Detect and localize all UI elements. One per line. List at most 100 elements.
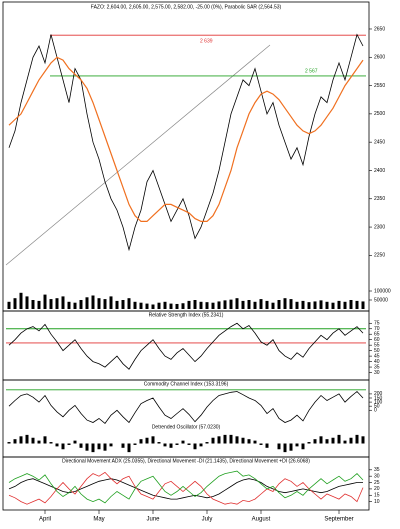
background xyxy=(2,2,396,526)
bar xyxy=(283,298,287,309)
bar xyxy=(325,301,329,309)
x-tick-label: June xyxy=(146,517,160,523)
bar xyxy=(301,300,305,309)
y-tick-label: 50000 xyxy=(374,297,388,303)
panel-title: Commodity Channel Index (153.3196) xyxy=(144,381,229,387)
bar xyxy=(223,434,227,444)
y-tick-label: 200 xyxy=(374,391,383,397)
y-tick-label: 0 xyxy=(374,408,377,414)
dmi-frame xyxy=(2,456,370,511)
bar xyxy=(67,443,71,445)
bar xyxy=(73,440,77,444)
bar xyxy=(85,297,89,309)
bar xyxy=(145,437,149,444)
bar xyxy=(97,443,101,450)
bar xyxy=(157,302,161,309)
bar xyxy=(283,443,287,453)
bar xyxy=(307,442,311,444)
bar xyxy=(235,298,239,309)
bar xyxy=(265,443,269,448)
bar xyxy=(103,299,107,309)
bar xyxy=(199,443,203,447)
bar xyxy=(217,301,221,309)
y-tick-label: 10 xyxy=(374,499,380,505)
bar xyxy=(133,301,137,309)
bar xyxy=(259,299,263,309)
bar xyxy=(349,437,353,444)
bar xyxy=(163,301,167,309)
bar xyxy=(217,436,221,444)
bar xyxy=(247,439,251,444)
bar xyxy=(31,300,35,309)
panel-title: Directional Movement ADX (25.0355), Dire… xyxy=(62,458,310,464)
bar xyxy=(175,443,179,445)
bar xyxy=(169,443,173,448)
bar xyxy=(19,292,23,309)
x-tick-label: May xyxy=(93,517,104,523)
bar xyxy=(343,301,347,309)
y-tick-label: 65 xyxy=(374,332,380,338)
y-tick-label: 60 xyxy=(374,337,380,343)
bar xyxy=(181,440,185,444)
bar xyxy=(271,302,275,309)
bar xyxy=(139,439,143,444)
bar xyxy=(337,434,341,444)
bar xyxy=(43,294,47,309)
y-tick-label: 20 xyxy=(374,486,380,492)
bar xyxy=(49,442,53,444)
y-tick-label: 2400 xyxy=(374,168,385,174)
bar xyxy=(127,443,131,453)
bar xyxy=(253,440,257,444)
y-tick-label: 35 xyxy=(374,364,380,370)
bar xyxy=(301,443,305,450)
bar xyxy=(241,437,245,444)
series-line xyxy=(8,322,364,370)
bar xyxy=(109,443,113,447)
y-tick-label: 50 xyxy=(374,404,380,410)
bar xyxy=(97,298,101,309)
bar xyxy=(331,437,335,444)
series-line xyxy=(8,33,364,252)
bar xyxy=(313,301,317,309)
x-tick-label: September xyxy=(324,517,353,523)
y-tick-label: 150 xyxy=(374,395,383,401)
bar xyxy=(49,299,53,309)
y-tick-label: 2650 xyxy=(374,26,385,32)
y-tick-label: 2350 xyxy=(374,196,385,202)
bar xyxy=(247,300,251,309)
y-tick-label: 55 xyxy=(374,342,380,348)
level-label: 2 639 xyxy=(200,39,213,45)
bar xyxy=(151,304,155,309)
y-tick-label: 40 xyxy=(374,359,380,365)
bar xyxy=(91,443,95,453)
bar xyxy=(289,299,293,309)
level-label: 2 567 xyxy=(305,68,318,74)
bar xyxy=(289,443,293,451)
bar xyxy=(361,301,365,309)
bar xyxy=(37,300,41,309)
bar xyxy=(79,300,83,309)
bar xyxy=(295,443,299,447)
panel-title: FAZO: 2,604.00, 2,605.00, 2,575.00, 2,58… xyxy=(91,4,282,10)
x-tick-label: August xyxy=(252,517,271,523)
bar xyxy=(121,443,125,448)
bar xyxy=(343,440,347,444)
y-tick-label: 45 xyxy=(374,353,380,359)
bar xyxy=(331,302,335,309)
series-line xyxy=(8,390,364,424)
bar xyxy=(277,443,281,450)
bar xyxy=(349,300,353,309)
y-tick-label: 75 xyxy=(374,321,380,327)
bar xyxy=(133,443,137,445)
bar xyxy=(193,300,197,309)
bar xyxy=(319,300,323,309)
bar xyxy=(37,440,41,444)
bar xyxy=(211,437,215,444)
bar xyxy=(13,298,17,309)
bar xyxy=(163,443,167,447)
y-tick-label: 50 xyxy=(374,348,380,354)
bar xyxy=(25,296,29,309)
bar xyxy=(319,436,323,444)
bar xyxy=(55,298,59,309)
bar xyxy=(25,434,29,444)
